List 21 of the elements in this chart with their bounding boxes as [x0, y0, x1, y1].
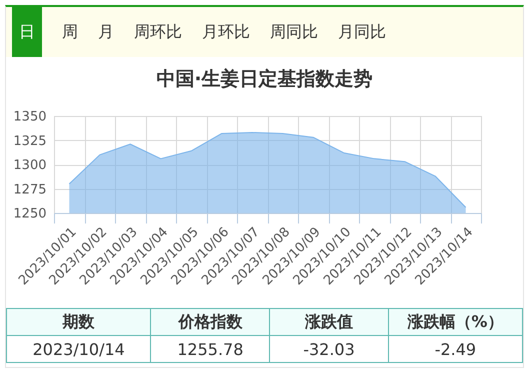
text: 月同比: [338, 21, 386, 43]
text: 周环比: [134, 21, 182, 43]
y-tick-label: 1350: [13, 110, 46, 124]
y-tick-label: 1250: [13, 206, 46, 222]
text: 涨跌值: [270, 308, 388, 336]
text: -32.03: [270, 336, 388, 362]
text: 价格指数: [150, 308, 270, 336]
text: 周: [62, 21, 78, 43]
text: 日: [12, 7, 42, 57]
text: 期数: [6, 308, 151, 336]
chart-title: 中国·生姜日定基指数走势: [155, 67, 374, 92]
y-tick-label: 1325: [13, 134, 46, 149]
text: 月环比: [202, 21, 250, 43]
text: 涨跌幅（%）: [388, 308, 522, 336]
text: 月: [98, 21, 114, 43]
y-tick-label: 1300: [13, 158, 46, 173]
y-tick-label: 1275: [13, 182, 46, 198]
text: 2023/10/14: [6, 336, 151, 362]
text: 周同比: [270, 21, 318, 43]
text: 1255.78: [150, 336, 270, 362]
text: -2.49: [388, 336, 522, 362]
